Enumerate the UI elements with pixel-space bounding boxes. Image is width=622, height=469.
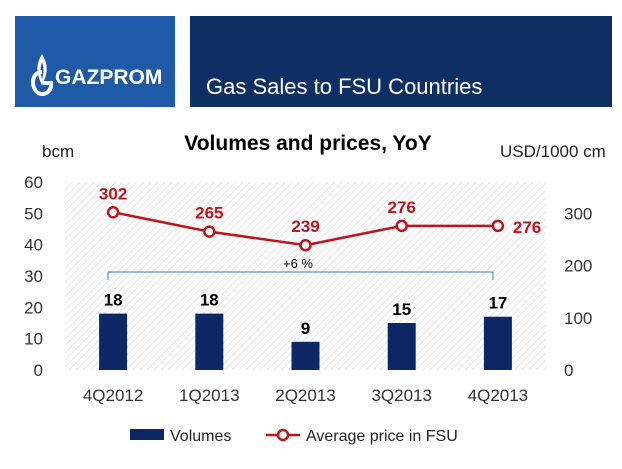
bar (387, 323, 416, 370)
x-tick-label: 4Q2012 (83, 386, 144, 405)
price-data-label: 302 (99, 184, 127, 203)
growth-bracket: +6 % (107, 256, 494, 280)
price-point (299, 238, 312, 252)
legend: Volumes Average price in FSU (130, 428, 458, 445)
gazprom-flame-icon (31, 54, 53, 96)
price-data-label: 276 (513, 218, 541, 237)
bar-data-label: 18 (104, 291, 123, 310)
x-tick-label: 3Q2013 (371, 386, 432, 405)
y-axis-left: 0 10 20 30 40 50 60 (24, 173, 43, 380)
line-series: 302 265 239 276 276 (99, 184, 541, 252)
y-tick-left: 20 (24, 298, 43, 317)
bar-data-label: 9 (301, 319, 310, 338)
y-tick-right: 200 (564, 257, 592, 276)
bar (483, 316, 512, 370)
legend-label-volumes: Volumes (170, 428, 231, 445)
title-banner: Gas Sales to FSU Countries (190, 16, 612, 107)
y-tick-left: 60 (24, 173, 43, 192)
logo-text: GAZPROM (55, 66, 163, 89)
price-point (395, 219, 408, 233)
bar-data-label: 17 (488, 294, 507, 313)
bar (99, 313, 128, 370)
price-data-label: 239 (291, 217, 319, 236)
bar-data-label: 18 (200, 291, 219, 310)
legend-marker (276, 428, 290, 442)
price-point (106, 206, 120, 219)
y-axis-left-label: bcm (42, 142, 74, 161)
legend-swatch-volumes (130, 429, 164, 440)
chart-title: Volumes and prices, YoY (184, 132, 431, 155)
bar (195, 313, 224, 370)
x-tick-label: 2Q2013 (275, 386, 336, 405)
x-tick-label: 1Q2013 (179, 386, 240, 405)
y-axis-right: 0 100 200 300 (564, 204, 592, 380)
header: GAZPROM Gas Sales to FSU Countries (15, 16, 612, 107)
page-title: Gas Sales to FSU Countries (206, 74, 483, 99)
x-tick-label: 4Q2013 (468, 386, 529, 405)
price-point (203, 225, 216, 238)
bar (291, 341, 320, 370)
price-data-label: 276 (388, 198, 416, 217)
y-tick-right: 0 (564, 361, 573, 380)
bracket-label: +6 % (283, 256, 313, 271)
logo: GAZPROM (15, 16, 175, 107)
y-axis-right-label: USD/1000 cm (500, 142, 606, 161)
price-data-label: 265 (195, 204, 223, 223)
bar-data-label: 15 (392, 300, 411, 319)
y-tick-left: 30 (24, 267, 43, 286)
y-tick-left: 50 (24, 204, 43, 223)
y-tick-left: 10 (24, 330, 43, 349)
y-tick-left: 0 (34, 361, 43, 380)
bar-series: 18 18 9 15 17 (99, 291, 512, 370)
plot-area (65, 182, 546, 370)
price-point (491, 219, 505, 233)
legend-label-price: Average price in FSU (306, 428, 458, 445)
y-tick-right: 100 (564, 309, 592, 328)
y-tick-left: 40 (24, 236, 43, 255)
y-tick-right: 300 (564, 204, 592, 223)
x-axis: 4Q2012 1Q2013 2Q2013 3Q2013 4Q2013 (83, 386, 528, 405)
